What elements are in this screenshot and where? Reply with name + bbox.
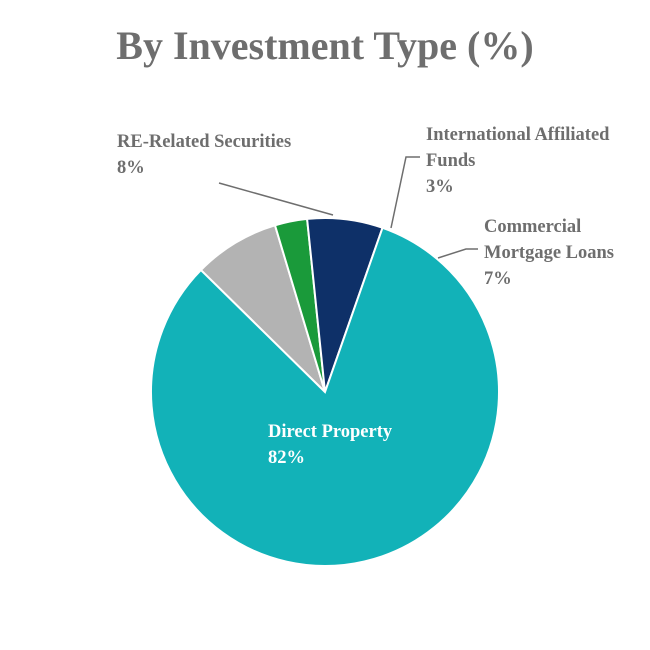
slice-label-direct-property: Direct Property <box>268 422 393 442</box>
leader-line-international-affiliated-funds <box>390 156 420 229</box>
slice-value-commercial-mortgage-loans: 7% <box>484 269 512 289</box>
slice-value-direct-property: 82% <box>268 448 305 468</box>
leader-line-re-related-securities <box>218 182 334 216</box>
slice-label-iaf-line-2: Funds <box>426 151 475 171</box>
slice-label-re-related-securities: RE-Related Securities <box>117 132 291 152</box>
slice-label-cml-line-2: Mortgage Loans <box>484 243 614 263</box>
slice-label-commercial-mortgage-loans: Commercial Mortgage Loans <box>484 217 614 263</box>
chart-title: By Investment Type (%) <box>116 23 534 68</box>
leader-line-commercial-mortgage-loans <box>437 248 478 259</box>
slice-label-cml-line-1: Commercial <box>484 217 581 237</box>
slice-value-international-affiliated-funds: 3% <box>426 177 454 197</box>
slice-direct-property <box>150 226 500 567</box>
slice-value-re-related-securities: 8% <box>117 158 145 178</box>
slice-label-international-affiliated-funds: International Affiliated Funds <box>426 125 614 171</box>
slice-label-iaf-line-1: International Affiliated <box>426 125 610 145</box>
